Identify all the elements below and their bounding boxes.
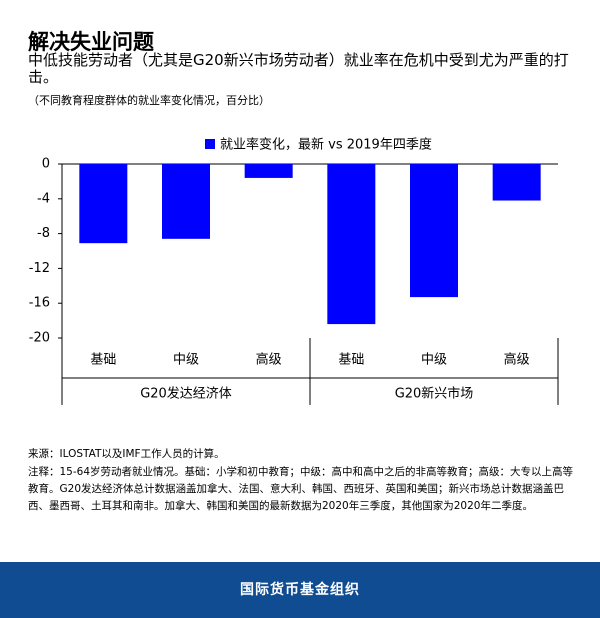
y-tick-label: -8: [37, 226, 50, 241]
y-tick-label: -12: [29, 261, 50, 276]
subtitle: 中低技能劳动者（尤其是G20新兴市场劳动者）就业率在危机中受到尤为严重的打击。: [28, 51, 569, 86]
x-tick-label: 基础: [338, 353, 364, 368]
bar: [244, 164, 293, 178]
y-tick-label: 0: [42, 157, 50, 172]
x-tick-label: 中级: [421, 353, 447, 368]
source: 来源：ILOSTAT以及IMF工作人员的计算。: [28, 448, 225, 460]
group-label: G20新兴市场: [395, 386, 474, 402]
y-label: （不同教育程度群体的就业率变化情况，百分比）: [28, 94, 270, 107]
bar: [162, 164, 210, 239]
bar: [79, 164, 128, 244]
note: 注释：15-64岁劳动者就业情况。基础：小学和初中教育；中级：高中和高中之后的非…: [28, 466, 574, 512]
y-tick-label: -16: [29, 296, 50, 311]
x-tick-label: 中级: [173, 353, 199, 368]
footer: 国际货币基金组织: [0, 562, 600, 618]
y-tick-label: -4: [37, 191, 50, 206]
x-tick-label: 高级: [504, 352, 530, 368]
group-label: G20发达经济体: [140, 386, 232, 402]
legend-swatch: [205, 139, 215, 149]
bar: [492, 164, 541, 201]
bar: [327, 164, 376, 325]
bar: [410, 164, 458, 298]
title: 解决失业问题: [28, 30, 154, 54]
legend-label: 就业率变化，最新 vs 2019年四季度: [220, 137, 432, 153]
x-tick-label: 高级: [256, 352, 282, 368]
chart: 0 -4 -8 -12 -16 -20 G20发达经济体 G20新兴市场 就业率变化，最新 vs…: [29, 137, 559, 405]
x-tick-label: 基础: [90, 353, 116, 368]
y-tick-label: -20: [29, 331, 50, 346]
